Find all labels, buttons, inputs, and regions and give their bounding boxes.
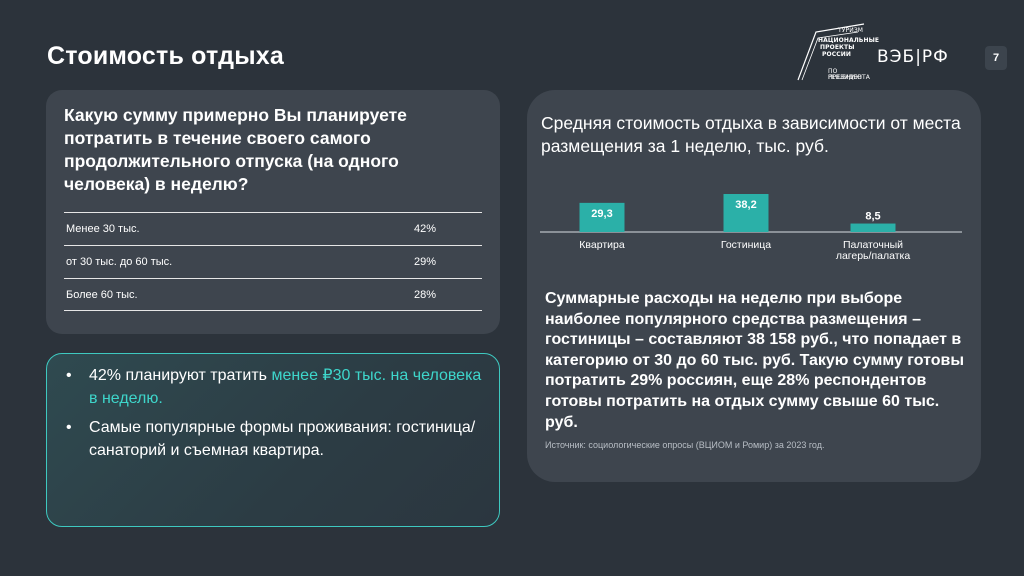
cost-card: Средняя стоимость отдыха в зависимости о… [527,90,981,482]
veb-logo: ВЭБ|РФ [877,47,949,67]
chart-value-label: 29,3 [591,208,612,220]
summary-text: Суммарные расходы на неделю при выборе н… [545,290,965,431]
logo-text-russia: РОССИИ [822,51,851,58]
answer-label: Менее 30 тыс. [66,223,140,235]
highlight-text: Самые популярные формы проживания: гости… [89,419,476,459]
answer-label: от 30 тыс. до 60 тыс. [66,256,173,268]
national-projects-emblem-icon [797,23,865,81]
answer-label: Более 60 тыс. [66,288,138,301]
answers-table: Менее 30 тыс. 42% от 30 тыс. до 60 тыс. … [64,212,482,311]
source-note: Источник: социологические опросы (ВЦИОМ … [545,440,825,450]
bullet-icon: • [66,367,72,384]
chart-category-label: Квартира [579,239,625,251]
chart-category-label: лагерь/палатка [836,250,911,262]
logo-text-projects: ПРОЕКТЫ [820,44,855,51]
question-title: Какую сумму примерно Вы планируете потра… [64,105,407,194]
logo-text-national: НАЦИОНАЛЬНЫЕ [818,37,880,44]
national-projects-logo: ТУРИЗМ НАЦИОНАЛЬНЫЕ ПРОЕКТЫ РОССИИ ПО РЕ… [794,22,879,82]
list-item: • 42% планируют тратить менее ₽30 тыс. н… [63,364,483,410]
question-card: Какую сумму примерно Вы планируете потра… [46,90,500,334]
answer-value: 29% [413,256,436,268]
highlight-text: 42% планируют тратить [89,367,272,384]
highlights-card: • 42% планируют тратить менее ₽30 тыс. н… [46,353,500,527]
answer-value: 42% [413,223,436,235]
logo-text-tourism: ТУРИЗМ [838,27,864,34]
list-item: • Самые популярные формы проживания: гос… [63,416,483,462]
table-row: Менее 30 тыс. 42% [64,212,482,245]
chart-bar [850,223,896,232]
chart-bar [579,202,625,232]
chart-value-label: 38,2 [735,199,756,211]
table-row: от 30 тыс. до 60 тыс. 29% [64,245,482,278]
chart-category-label: Гостиница [721,239,771,251]
cost-bar-chart: 29,3 Квартира 38,2 Гостиница 8,5 Палаточныйла… [540,194,962,262]
logo-text-by-decision: ПО РЕШЕНИЮ [828,68,862,82]
chart-value-label: 8,5 [865,211,880,223]
page-number: 7 [985,46,1007,70]
page-title: Стоимость отдыха [47,42,284,70]
highlight-accent-text: менее ₽30 тыс. на человека в неделю. [89,367,482,407]
table-row: Более 60 тыс. 28% [64,278,482,311]
bullet-icon: • [66,419,72,436]
logo-text-president: ПРЕЗИДЕНТА [828,74,871,81]
chart-category-label: Палаточный [843,239,903,251]
highlights-list: • 42% планируют тратить менее ₽30 тыс. н… [63,364,483,468]
chart-bar [723,194,769,232]
answer-value: 28% [413,288,436,301]
chart-title: Средняя стоимость отдыха в зависимости о… [541,113,961,156]
